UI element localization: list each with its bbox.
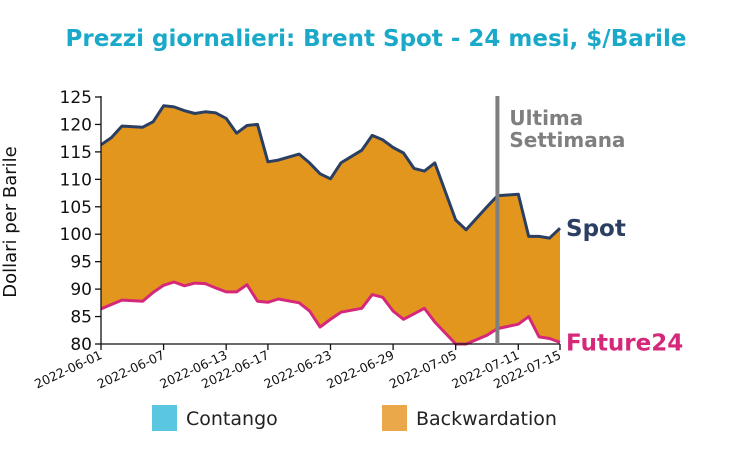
y-tick-label: 110 [60,170,92,190]
y-tick-label: 95 [70,253,92,273]
y-tick-label: 100 [60,225,92,245]
spot-line [100,104,562,240]
y-tick-label: 90 [70,280,92,300]
legend-swatch-contango [152,405,177,431]
legend-swatch-backwardation [382,405,407,431]
x-tick-label: 2022-06-23 [262,347,334,391]
future24-end-label: Future24 [566,330,683,356]
legend: Contango Backwardation [152,405,557,431]
x-tick-label: 2022-06-07 [95,347,167,391]
x-tick-label: 2022-06-29 [324,347,396,391]
legend-label-contango: Contango [186,408,278,430]
legend-label-backwardation: Backwardation [416,408,557,430]
last-week-label: Settimana [509,128,625,152]
y-axis-label: Dollari per Barile [0,146,21,298]
x-tick-label: 2022-06-01 [32,347,104,391]
y-tick-label: 125 [60,88,92,108]
x-tick-label: 2022-07-05 [387,347,459,391]
backwardation-area [101,105,560,344]
y-tick-label: 115 [60,143,92,163]
last-week-label: Ultima [509,106,583,130]
plot-area: 808590951001051101151201252022-06-012022… [32,88,683,391]
y-tick-label: 120 [60,115,92,135]
y-tick-label: 105 [60,198,92,218]
chart-title: Prezzi giornalieri: Brent Spot - 24 mesi… [66,26,687,52]
y-tick-label: 85 [70,308,92,328]
y-tick-label: 80 [70,335,92,355]
future24-line [100,280,561,346]
spot-end-label: Spot [566,216,626,242]
